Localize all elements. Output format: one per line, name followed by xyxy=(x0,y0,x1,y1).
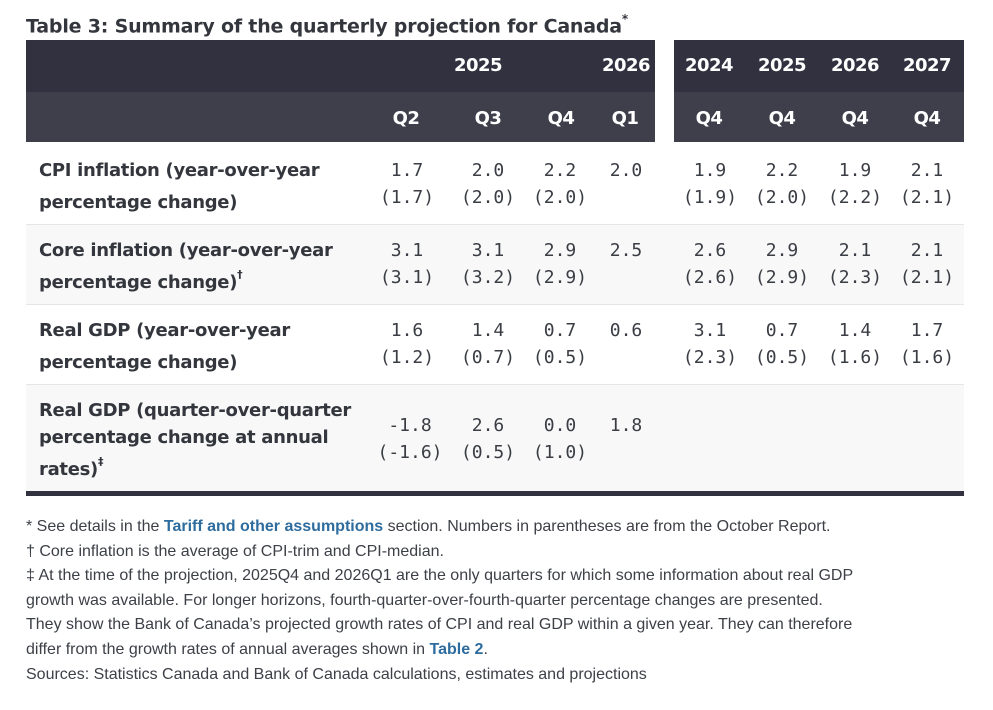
row-label: CPI inflation (year-over-year percentage… xyxy=(39,157,320,216)
cell-q2: 3.1 (3.1) xyxy=(379,240,435,288)
cell-2025q4: 2.2 (2.0) xyxy=(754,160,810,208)
cell-q2: 1.6 (1.2) xyxy=(379,320,435,368)
footnote-marker: † xyxy=(237,268,243,281)
annual-quarter-row: Q4 Q4 Q4 Q4 xyxy=(674,92,964,142)
cell-2027q4: 2.1 (2.1) xyxy=(899,240,955,288)
quarterly-header: 2025 2026 Q2 Q3 Q4 Q1 xyxy=(26,40,655,142)
cell-2027q4: 1.7 (1.6) xyxy=(899,320,955,368)
note-real-gdp-a: ‡ At the time of the projection, 2025Q4 … xyxy=(26,567,854,585)
tariff-assumptions-link[interactable]: Tariff and other assumptions xyxy=(163,518,384,535)
cell-q2: 1.7 (1.7) xyxy=(379,160,435,208)
row-label: Real GDP (quarter-over-quarter percentag… xyxy=(39,397,351,483)
year-header-2027: 2027 xyxy=(902,55,952,76)
row-label: Real GDP (year-over-year percentage chan… xyxy=(39,317,290,376)
row-label-line: Real GDP (year-over-year xyxy=(39,320,290,341)
table-row-cpi-inflation: CPI inflation (year-over-year percentage… xyxy=(26,144,964,224)
row-label: Core inflation (year-over-year percentag… xyxy=(39,237,333,296)
cell-q3: 1.4 (0.7) xyxy=(460,320,516,368)
year-header-2025-annual: 2025 xyxy=(757,55,807,76)
cell-2025q4: 2.9 (2.9) xyxy=(754,240,810,288)
quarter-header-2027-q4: Q4 xyxy=(913,108,941,129)
cell-2024q4: 1.9 (1.9) xyxy=(682,160,738,208)
table-notes: * See details in the Tariff and other as… xyxy=(26,515,976,687)
cell-q4: 0.7 (0.5) xyxy=(532,320,588,368)
note-real-gdp-c: They show the Bank of Canada’s projected… xyxy=(26,616,853,634)
projection-table: 2025 2026 Q2 Q3 Q4 Q1 2024 2025 2026 202… xyxy=(26,40,964,496)
year-header-2024: 2024 xyxy=(684,55,734,76)
quarter-header-2025-q4: Q4 xyxy=(768,108,796,129)
row-label-line: percentage change)† xyxy=(39,268,243,293)
title-footnote-marker: * xyxy=(621,12,628,26)
table-title-text: Table 3: Summary of the quarterly projec… xyxy=(26,15,622,38)
cell-q4: 2.9 (2.9) xyxy=(532,240,588,288)
row-label-line: percentage change) xyxy=(39,192,238,213)
note-real-gdp-b: growth was available. For longer horizon… xyxy=(26,591,823,609)
cell-q2: -1.8 (-1.6) xyxy=(377,415,443,463)
quarter-header-q4: Q4 xyxy=(547,108,575,129)
quarter-header-2026-q4: Q4 xyxy=(841,108,869,129)
table-row-real-gdp-qoq: Real GDP (quarter-over-quarter percentag… xyxy=(26,384,964,492)
quarterly-quarter-row: Q2 Q3 Q4 Q1 xyxy=(26,92,655,142)
row-label-line: percentage change) xyxy=(39,352,238,373)
annual-year-row: 2024 2025 2026 2027 xyxy=(674,40,964,92)
cell-q4: 0.0 (1.0) xyxy=(532,415,588,463)
table-row-core-inflation: Core inflation (year-over-year percentag… xyxy=(26,224,964,305)
quarter-header-q1: Q1 xyxy=(611,108,639,129)
row-label-line: rates)‡ xyxy=(39,455,104,480)
quarter-header-2024-q4: Q4 xyxy=(695,108,723,129)
quarter-header-q3: Q3 xyxy=(474,108,502,129)
footnote-marker: ‡ xyxy=(97,455,104,468)
cell-2026q4: 1.4 (1.6) xyxy=(827,320,883,368)
cell-q1: 2.0 xyxy=(609,160,643,181)
cell-2026q4: 2.1 (2.3) xyxy=(827,240,883,288)
quarterly-year-row: 2025 2026 xyxy=(26,40,655,92)
cell-q4: 2.2 (2.0) xyxy=(532,160,588,208)
cell-2025q4: 0.7 (0.5) xyxy=(754,320,810,368)
note-assumptions: * See details in the Tariff and other as… xyxy=(26,518,831,535)
cell-q3: 2.0 (2.0) xyxy=(460,160,516,208)
row-label-line: percentage change at annual xyxy=(39,427,329,448)
row-label-line: Core inflation (year-over-year xyxy=(39,240,333,261)
cell-2024q4: 2.6 (2.6) xyxy=(682,240,738,288)
cell-q1: 0.6 xyxy=(609,320,643,341)
table-title: Table 3: Summary of the quarterly projec… xyxy=(26,12,628,38)
year-header-2026-annual: 2026 xyxy=(830,55,880,76)
note-core-inflation: † Core inflation is the average of CPI-t… xyxy=(26,542,444,560)
table-2-link[interactable]: Table 2 xyxy=(429,640,484,658)
table-row-real-gdp-yoy: Real GDP (year-over-year percentage chan… xyxy=(26,304,964,385)
row-label-line: Real GDP (quarter-over-quarter xyxy=(39,400,352,421)
table-bottom-rule xyxy=(26,491,964,496)
cell-q3: 2.6 (0.5) xyxy=(460,415,516,463)
quarter-header-q2: Q2 xyxy=(392,108,420,129)
row-label-line: CPI inflation (year-over-year xyxy=(39,160,320,181)
note-real-gdp-d: differ from the growth rates of annual a… xyxy=(26,640,488,658)
cell-q1: 1.8 xyxy=(609,415,643,436)
cell-q1: 2.5 xyxy=(609,240,643,261)
cell-2026q4: 1.9 (2.2) xyxy=(827,160,883,208)
cell-q3: 3.1 (3.2) xyxy=(460,240,516,288)
cell-2027q4: 2.1 (2.1) xyxy=(899,160,955,208)
note-sources: Sources: Statistics Canada and Bank of C… xyxy=(26,665,647,683)
year-header-2026: 2026 xyxy=(601,55,651,76)
table-header: 2025 2026 Q2 Q3 Q4 Q1 2024 2025 2026 202… xyxy=(26,40,964,142)
cell-2024q4: 3.1 (2.3) xyxy=(682,320,738,368)
year-header-2025: 2025 xyxy=(453,55,503,76)
annual-header: 2024 2025 2026 2027 Q4 Q4 Q4 Q4 xyxy=(674,40,964,142)
